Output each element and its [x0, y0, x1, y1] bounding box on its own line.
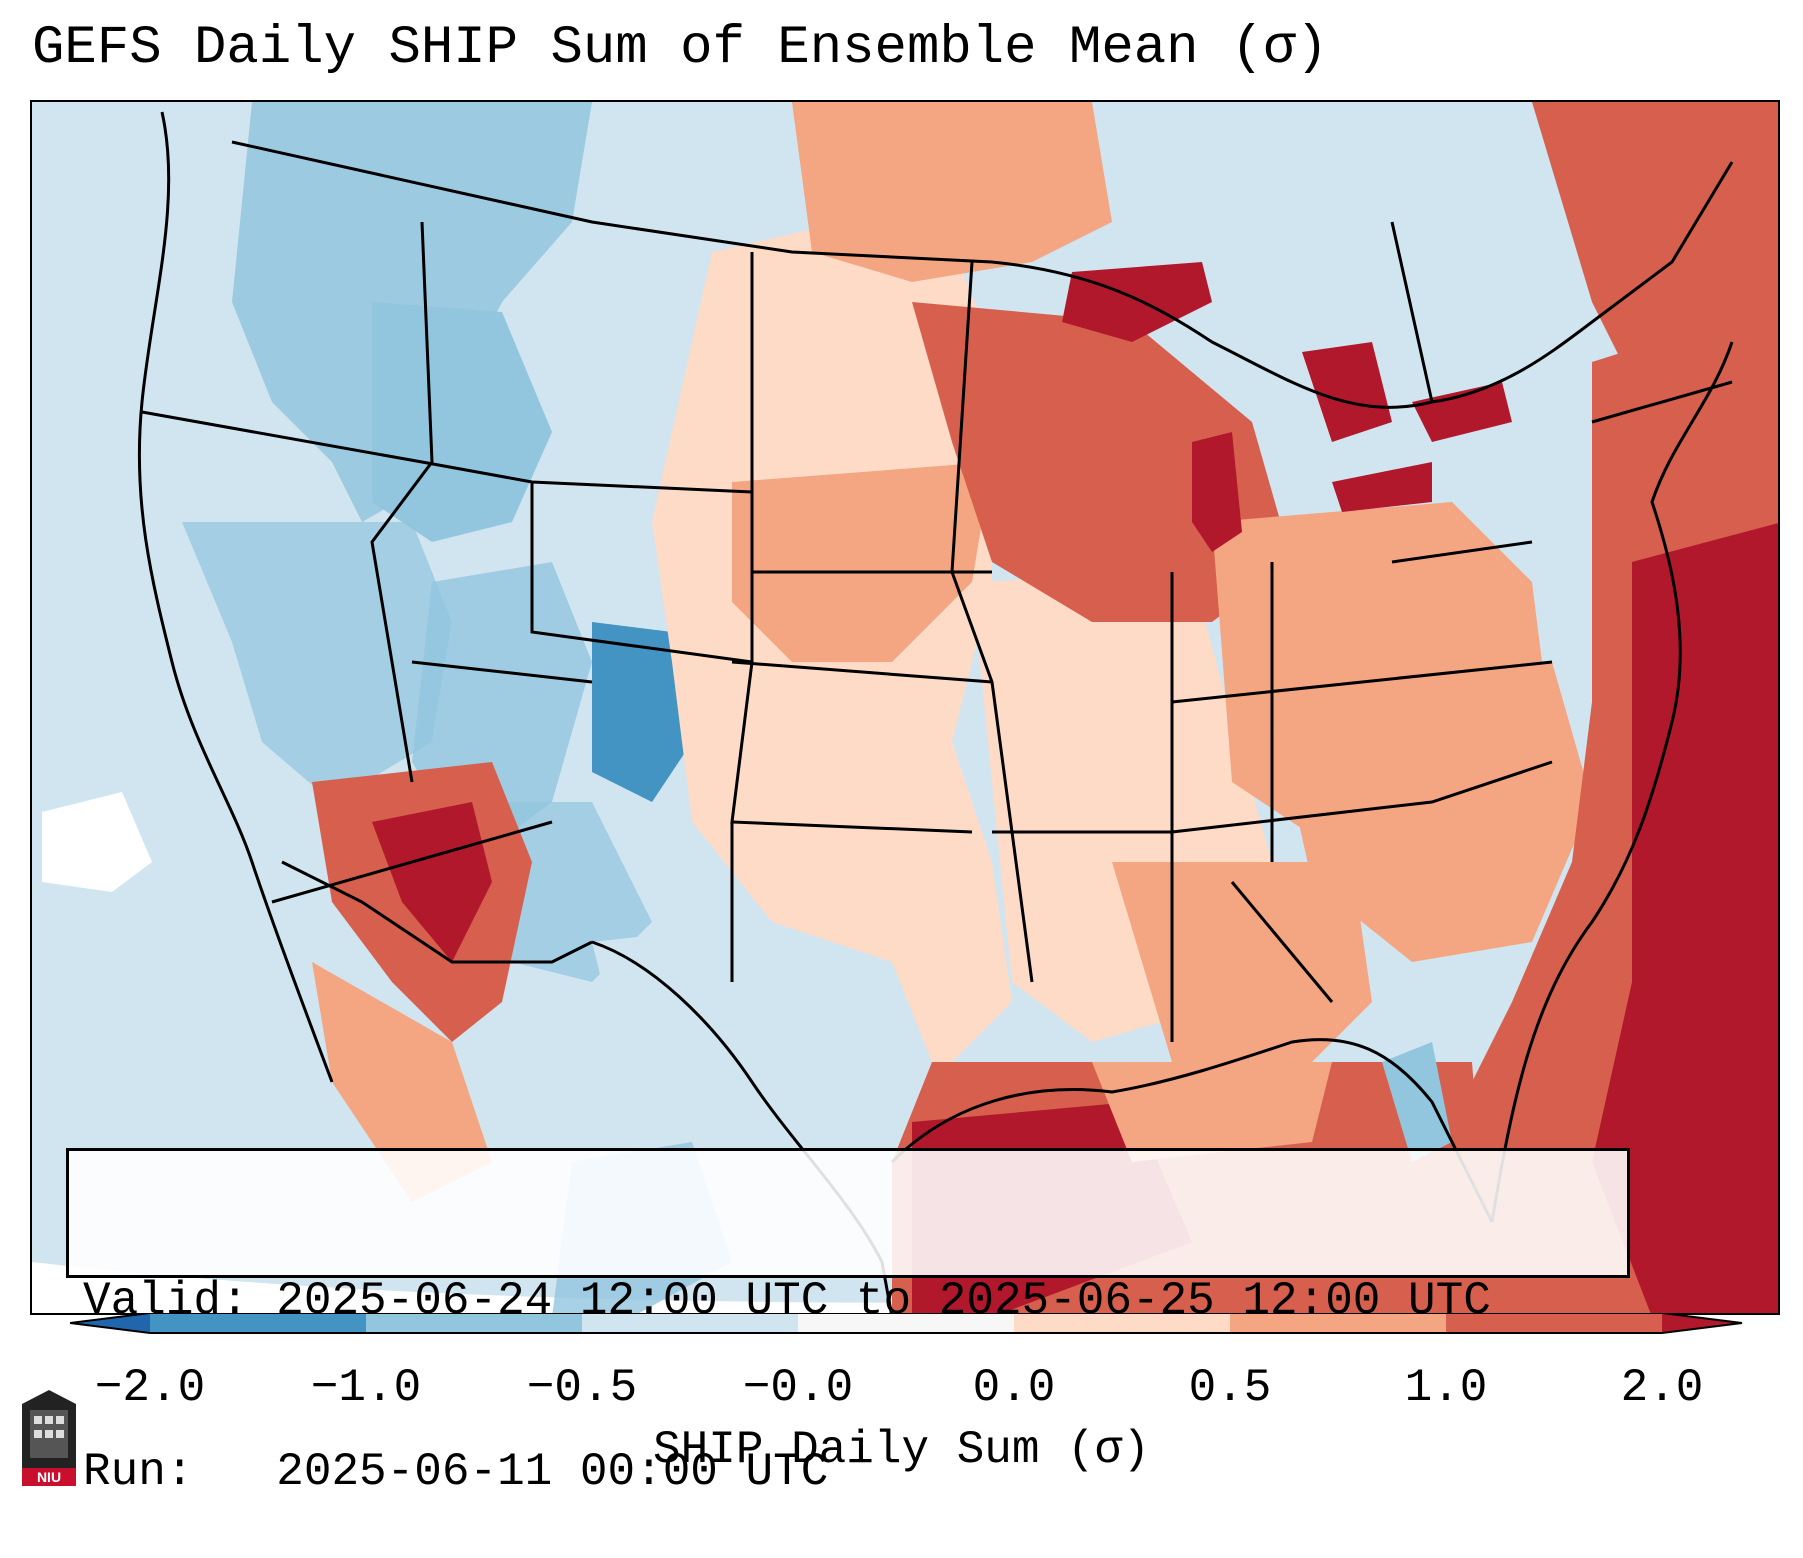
tick-label: −0.5 [526, 1362, 638, 1414]
colorbar-outline [70, 1313, 1743, 1334]
sw-dark-red [372, 802, 492, 962]
tick-label: −1.0 [310, 1362, 422, 1414]
lake-erie [1332, 462, 1432, 512]
colorbar-bin-m2-m1 [150, 1313, 366, 1333]
colorbar-bin-m05-0 [582, 1313, 798, 1333]
colorbar-label: SHIP Daily Sum (σ) [653, 1424, 1150, 1476]
gulf-light-red [1092, 1062, 1332, 1162]
info-box: Valid: 2025-06-24 12:00 UTC to 2025-06-2… [66, 1148, 1630, 1498]
colorbar-bin-0 [798, 1313, 1014, 1333]
colorbar-bin-05-1 [1230, 1313, 1446, 1333]
map-panel [30, 100, 1780, 1315]
tick-label: 1.0 [1404, 1362, 1488, 1414]
lake-michigan [1192, 432, 1242, 552]
canada-border [231, 140, 993, 264]
colorbar-bin-1-2 [1446, 1313, 1662, 1333]
colorado-dark-blue [592, 622, 692, 802]
north-plains-red [792, 102, 1112, 282]
pacific-white-patch [42, 792, 152, 892]
nevada-blue-region [182, 522, 452, 802]
run-time: Run: 2025-06-11 00:00 UTC [83, 1446, 829, 1498]
mexico-border [281, 860, 593, 964]
tick-label: 0.5 [1188, 1362, 1272, 1414]
texas-light-blue [592, 922, 932, 1162]
niu-logo-icon: NIU [22, 1390, 76, 1486]
florida-blue [1382, 1042, 1452, 1162]
gulf-coast [890, 1038, 1494, 1223]
lake-superior [1062, 262, 1212, 342]
colorbar-bin-0-05 [1014, 1313, 1230, 1333]
west-coast [137, 111, 334, 1083]
logo-text: NIU [37, 1469, 61, 1485]
lake-ontario [1412, 382, 1512, 442]
lake-huron [1302, 342, 1392, 442]
ship-map [32, 102, 1778, 1313]
northeast-red [1532, 102, 1778, 382]
nebraska-red [732, 462, 992, 662]
east-coast [1490, 341, 1734, 1223]
canada-east-border [991, 161, 1734, 409]
colorbar-bin-m1-m05 [366, 1313, 582, 1333]
tick-label: 2.0 [1620, 1362, 1704, 1414]
tick-label: −2.0 [94, 1362, 206, 1414]
borders [137, 111, 1734, 1313]
chart-title: GEFS Daily SHIP Sum of Ensemble Mean (σ) [32, 18, 1329, 79]
upper-midwest-red [912, 302, 1292, 622]
tick-label: −0.0 [742, 1362, 854, 1414]
colorbar-extend-high [1662, 1313, 1742, 1333]
southeast-red [1112, 862, 1372, 1082]
colorbar-extend-low [70, 1313, 150, 1333]
colorbar [70, 1313, 1743, 1334]
atlantic-dark-red [1592, 523, 1778, 1313]
baja-red [312, 962, 492, 1202]
tick-label: 0.0 [972, 1362, 1056, 1414]
